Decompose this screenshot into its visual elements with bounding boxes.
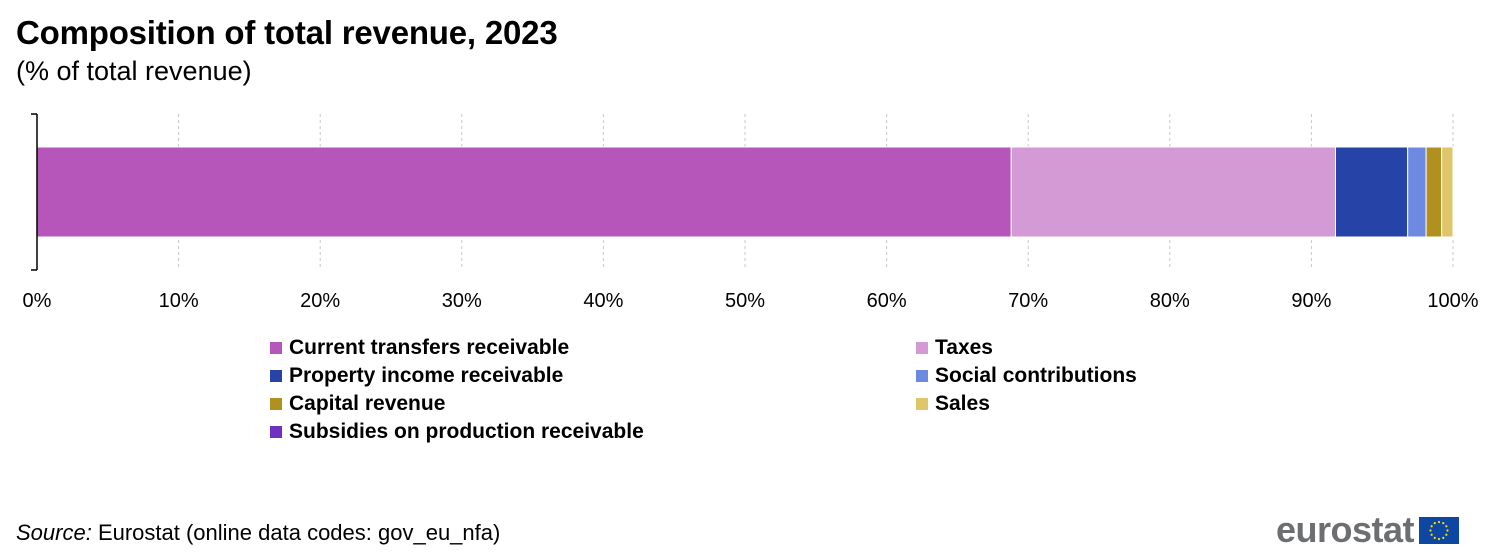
legend-item-property-income: Property income receivable	[270, 364, 916, 388]
logo-text: eurostat	[1276, 509, 1415, 550]
bar-segment	[1425, 146, 1443, 238]
legend-label: Subsidies on production receivable	[289, 420, 644, 443]
legend-swatch	[270, 398, 282, 410]
x-tick-label: 90%	[1291, 290, 1331, 312]
chart-title: Composition of total revenue, 2023	[16, 14, 558, 51]
source-text: Eurostat (online data codes: gov_eu_nfa)	[91, 520, 501, 545]
x-tick-label: 100%	[1427, 290, 1478, 312]
bar-segment	[1407, 146, 1427, 238]
legend: Current transfers receivable Taxes Prope…	[270, 336, 1210, 444]
flag-star	[1433, 536, 1436, 539]
legend-item-capital-revenue: Capital revenue	[270, 392, 916, 416]
x-tick-label: 80%	[1150, 290, 1190, 312]
x-tick-label: 70%	[1008, 290, 1048, 312]
x-tick-label: 20%	[300, 290, 340, 312]
flag-star	[1430, 524, 1433, 527]
flag-star	[1433, 521, 1436, 524]
x-tick-label: 0%	[23, 290, 52, 312]
legend-swatch	[270, 342, 282, 354]
legend-item-social-contributions: Social contributions	[916, 364, 1216, 388]
legend-label: Capital revenue	[289, 392, 446, 415]
eurostat-logo: eurostat	[1276, 509, 1460, 550]
legend-swatch	[916, 398, 928, 410]
eu-flag-icon	[1419, 516, 1460, 544]
x-tick-label: 50%	[725, 290, 765, 312]
x-tick-label: 60%	[867, 290, 907, 312]
flag-star	[1437, 537, 1441, 540]
flag-star	[1429, 528, 1432, 532]
legend-label: Taxes	[935, 336, 993, 359]
flag-star	[1437, 520, 1441, 523]
legend-label: Property income receivable	[289, 364, 564, 387]
chart-subtitle: (% of total revenue)	[16, 56, 252, 86]
flag-star	[1445, 524, 1448, 527]
legend-swatch	[270, 370, 282, 382]
legend-swatch	[916, 370, 928, 382]
x-tick-label: 40%	[583, 290, 623, 312]
legend-item-subsidies: Subsidies on production receivable	[270, 420, 916, 444]
source-note: Source: Eurostat (online data codes: gov…	[16, 520, 500, 546]
legend-swatch	[270, 426, 282, 438]
x-tick-label: 30%	[442, 290, 482, 312]
x-tick-label: 10%	[159, 290, 199, 312]
flag-star	[1445, 533, 1448, 536]
flag-star	[1430, 533, 1433, 536]
legend-label: Sales	[935, 392, 990, 415]
legend-item-current-transfers: Current transfers receivable	[270, 336, 916, 360]
flag-star	[1442, 536, 1445, 539]
bar-segment	[36, 146, 1012, 238]
legend-label: Current transfers receivable	[289, 336, 570, 359]
legend-swatch	[916, 342, 928, 354]
legend-item-sales: Sales	[916, 392, 1216, 416]
bar-segment	[1441, 146, 1454, 238]
source-prefix: Source:	[16, 520, 92, 545]
bar-segment	[1334, 146, 1409, 238]
stacked-bar-chart: 0% 10% 20% 30% 40% 50% 60% 70% 80% 90% 100%	[23, 113, 1479, 312]
legend-item-taxes: Taxes	[916, 336, 1216, 360]
flag-star	[1446, 528, 1449, 532]
bar-segment	[1010, 146, 1336, 238]
legend-label: Social contributions	[935, 364, 1137, 387]
flag-star	[1442, 521, 1445, 524]
